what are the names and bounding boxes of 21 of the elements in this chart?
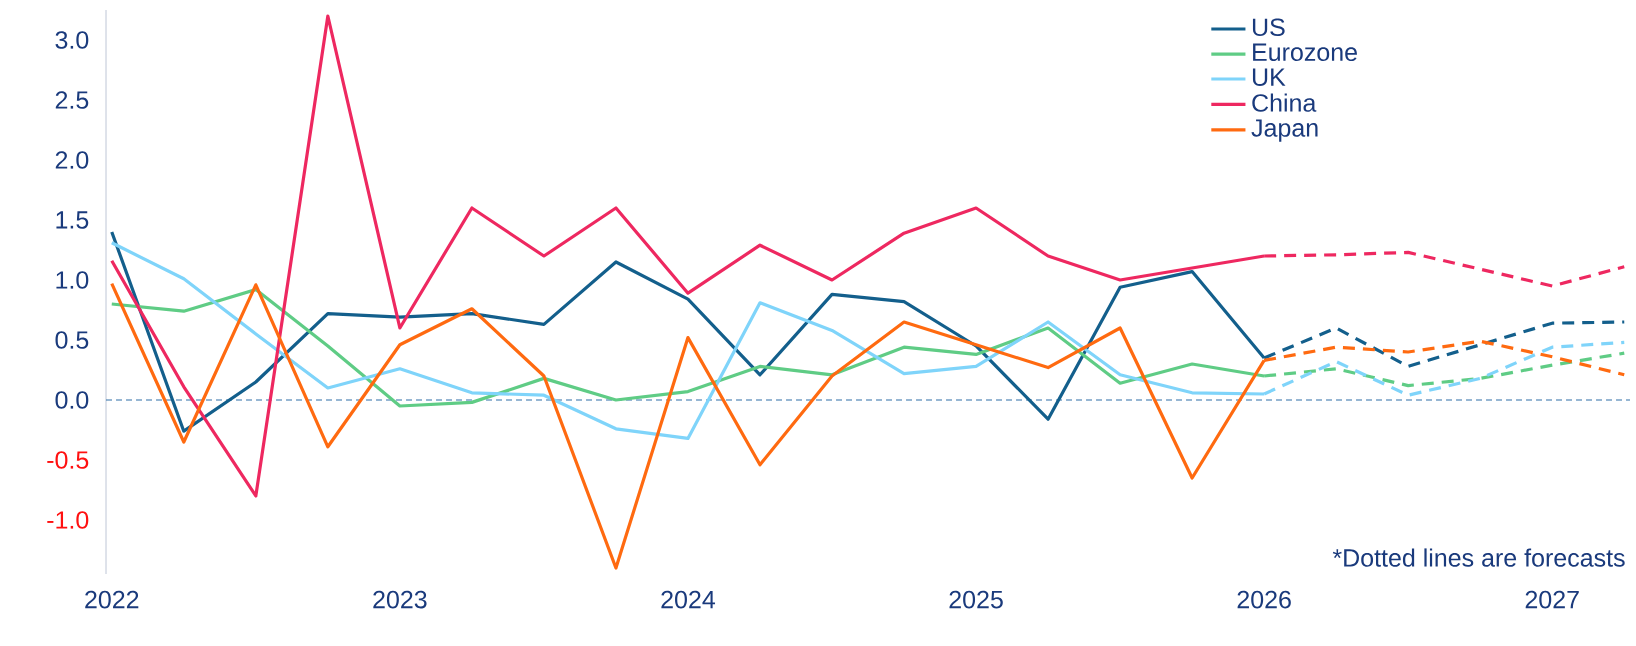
legend-label: Japan — [1251, 119, 1318, 142]
y-tick-label: 0.5 — [55, 331, 89, 349]
legend-label: China — [1252, 93, 1317, 112]
annotation: *Dotted lines are forecasts — [1332, 548, 1625, 567]
y-tick-label: 2.0 — [55, 151, 89, 169]
y-tick-label: 2.5 — [55, 91, 89, 109]
y-tick-label: 0.0 — [55, 391, 89, 409]
legend-label: UK — [1252, 68, 1286, 86]
y-tick-label: 3.0 — [55, 31, 89, 49]
legend-label: US — [1252, 18, 1285, 37]
x-tick-label: 2027 — [1525, 590, 1579, 609]
y-tick-label: 1.5 — [56, 211, 89, 229]
x-tick-label: 2024 — [661, 590, 716, 609]
x-tick-label: 2022 — [85, 590, 139, 609]
x-tick-label: 2025 — [949, 590, 1003, 609]
x-tick-label: 2026 — [1237, 590, 1291, 609]
x-tick-label: 2023 — [373, 590, 427, 609]
y-tick-label: -0.5 — [47, 451, 89, 469]
legend-label: Eurozone — [1253, 43, 1357, 62]
y-tick-label: 1.0 — [56, 271, 89, 289]
y-tick-label: -1.0 — [47, 511, 89, 529]
